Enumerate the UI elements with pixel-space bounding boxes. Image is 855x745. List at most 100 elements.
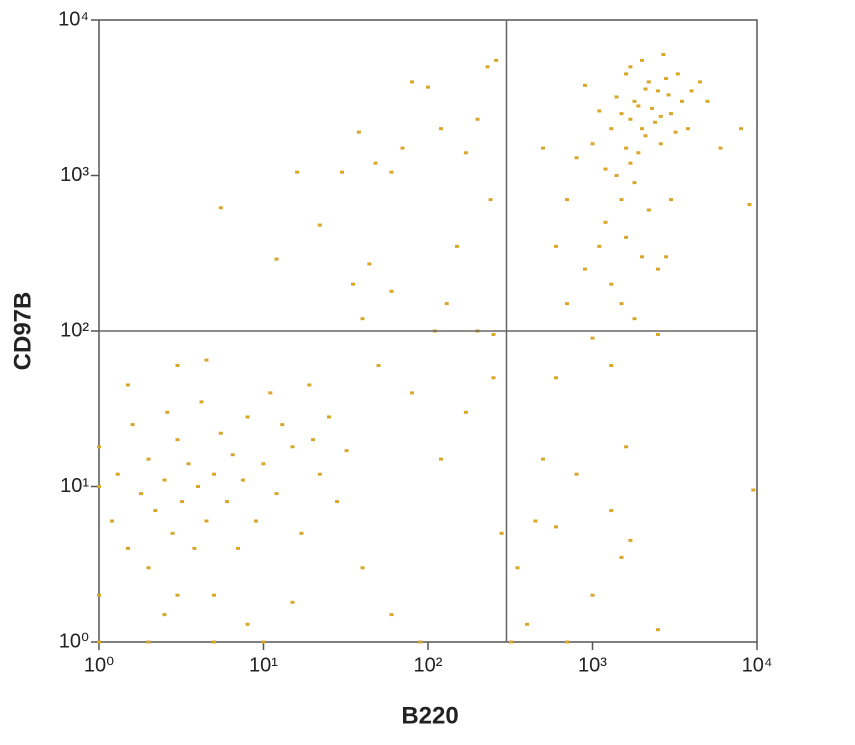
- event-dot: [658, 142, 663, 146]
- event-dot: [295, 170, 300, 174]
- event-dot: [130, 423, 135, 427]
- event-dot: [653, 120, 658, 124]
- event-dot: [240, 478, 245, 482]
- event-dot: [540, 146, 545, 150]
- event-dot: [115, 472, 120, 476]
- event-dot: [619, 198, 624, 202]
- event-dot: [97, 640, 101, 644]
- event-dot: [554, 525, 559, 529]
- event-dot: [268, 391, 273, 395]
- event-dot: [614, 174, 619, 177]
- event-dot: [165, 410, 170, 414]
- event-dot: [675, 72, 680, 76]
- event-dot: [175, 363, 180, 367]
- event-dot: [389, 170, 394, 174]
- event-dot: [335, 500, 340, 504]
- y-tick-label: 10⁴: [58, 8, 89, 30]
- event-dot: [655, 628, 660, 632]
- event-dot: [590, 142, 595, 146]
- event-dot: [170, 531, 175, 535]
- event-dot: [299, 531, 304, 535]
- y-tick-label: 10⁰: [59, 630, 89, 652]
- event-dot: [640, 58, 645, 62]
- event-dot: [673, 130, 678, 134]
- event-dot: [565, 640, 570, 644]
- event-dot: [97, 445, 101, 449]
- event-dot: [218, 431, 223, 435]
- event-dot: [211, 640, 216, 644]
- event-dot: [211, 472, 216, 476]
- event-dot: [590, 336, 595, 340]
- event-dot: [632, 99, 637, 103]
- event-dot: [360, 566, 365, 570]
- y-tick-label: 10³: [60, 164, 89, 186]
- event-dot: [664, 77, 669, 81]
- event-dot: [485, 65, 490, 69]
- event-dot: [609, 509, 614, 513]
- event-dot: [463, 410, 468, 414]
- event-dot: [218, 206, 223, 210]
- event-dot: [603, 220, 608, 224]
- event-dot: [655, 332, 660, 336]
- y-axis-label: CD97B: [9, 292, 36, 371]
- event-dot: [175, 438, 180, 442]
- event-dot: [705, 99, 710, 103]
- event-dot: [204, 519, 209, 523]
- event-dot: [146, 566, 151, 570]
- event-dot: [650, 106, 655, 110]
- event-dot: [624, 72, 629, 76]
- event-dot: [628, 117, 633, 121]
- event-dot: [658, 114, 663, 118]
- event-dot: [225, 500, 230, 504]
- event-dot: [110, 519, 115, 523]
- event-dot: [751, 488, 756, 492]
- event-dot: [718, 146, 723, 150]
- event-dot: [245, 415, 250, 419]
- event-dot: [565, 198, 570, 202]
- event-dot: [603, 167, 608, 171]
- event-dot: [317, 472, 322, 476]
- event-dot: [590, 593, 595, 597]
- event-dot: [454, 244, 459, 248]
- event-dot: [597, 244, 602, 248]
- event-dot: [211, 593, 216, 597]
- event-dot: [624, 146, 629, 150]
- event-dot: [597, 109, 602, 113]
- event-dot: [624, 445, 629, 449]
- x-axis-label: B220: [401, 702, 458, 729]
- event-dot: [609, 127, 614, 131]
- event-dot: [230, 453, 235, 457]
- event-dot: [655, 89, 660, 93]
- event-dot: [439, 127, 444, 131]
- event-dot: [426, 85, 430, 89]
- event-dot: [410, 391, 415, 395]
- event-dot: [632, 317, 637, 321]
- event-dot: [655, 267, 660, 271]
- event-dot: [307, 383, 312, 387]
- event-dot: [280, 423, 285, 427]
- event-dot: [643, 134, 648, 138]
- event-dot: [389, 289, 394, 293]
- event-dot: [162, 613, 167, 617]
- event-dot: [664, 255, 669, 259]
- event-dot: [146, 640, 151, 644]
- event-dot: [253, 519, 258, 523]
- event-dot: [697, 80, 702, 84]
- event-dot: [444, 302, 449, 306]
- event-dot: [373, 161, 378, 165]
- event-dot: [344, 449, 349, 453]
- event-dot: [463, 151, 468, 155]
- event-dot: [356, 130, 361, 134]
- event-dot: [619, 112, 624, 116]
- event-dot: [475, 117, 480, 121]
- event-dot: [619, 555, 624, 559]
- x-tick-label: 10⁴: [742, 654, 773, 676]
- event-dot: [632, 181, 637, 185]
- event-dot: [739, 127, 744, 131]
- event-dot: [533, 519, 538, 523]
- event-dot: [367, 262, 372, 266]
- event-dot: [574, 156, 579, 160]
- event-dot: [400, 146, 405, 150]
- event-dot: [609, 363, 614, 367]
- event-dot: [326, 415, 331, 419]
